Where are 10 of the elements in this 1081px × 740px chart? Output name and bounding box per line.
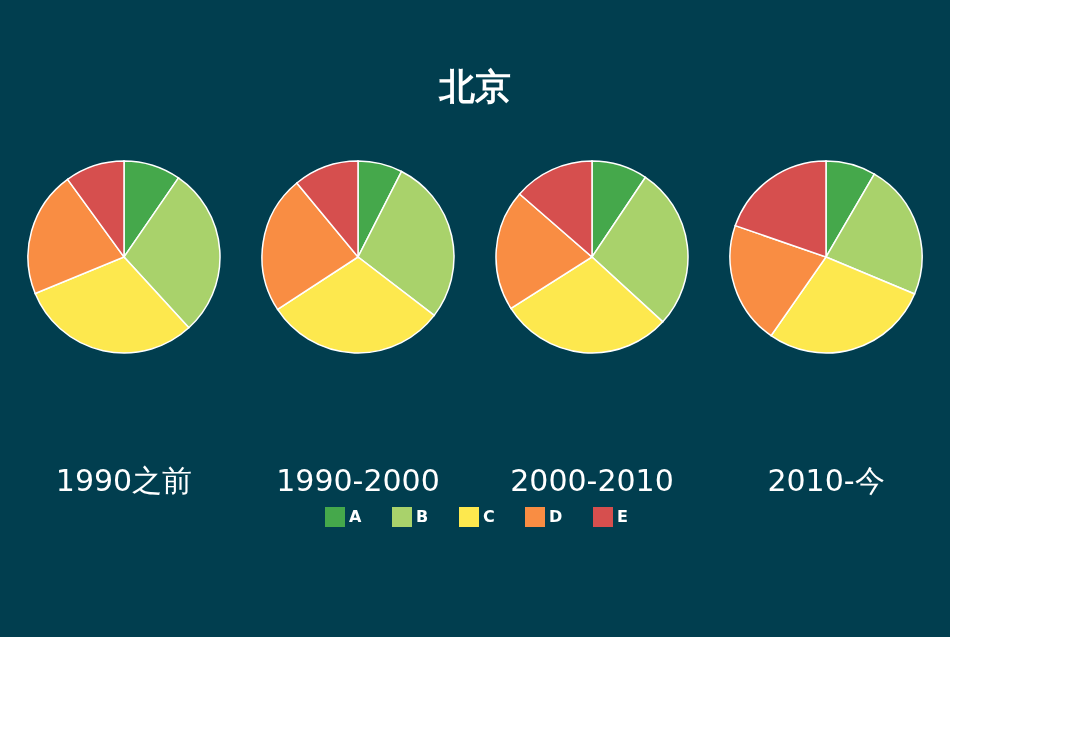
- legend-label: E: [617, 507, 628, 526]
- chart-title: 北京: [438, 66, 511, 107]
- legend-label: C: [483, 507, 495, 526]
- slice-label: 1990之前: [55, 463, 193, 498]
- slice-label: 1990-2000: [276, 463, 440, 498]
- legend-label: D: [549, 507, 563, 526]
- legend-label: A: [349, 507, 362, 526]
- legend-label: B: [416, 507, 429, 526]
- slice-label: 2010-今: [767, 463, 885, 498]
- slice-label: 2000-2010: [510, 463, 674, 498]
